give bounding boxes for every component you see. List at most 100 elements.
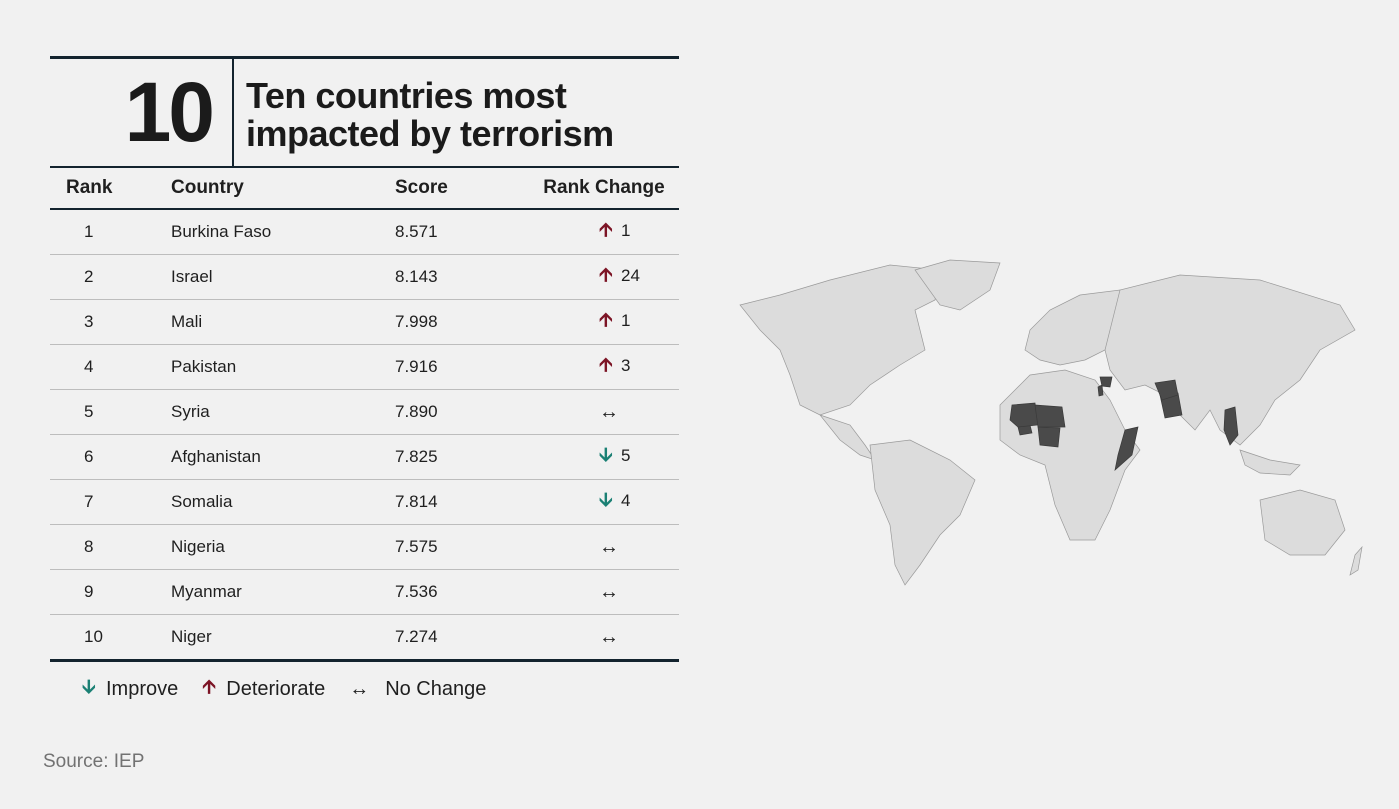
- arrow-up-icon: 🡩: [599, 355, 613, 376]
- column-header-country: Country: [171, 177, 244, 198]
- rank-cell: 6: [84, 447, 94, 466]
- figure-title: Ten countries most impacted by terrorism: [234, 59, 614, 166]
- score-cell: 7.916: [395, 357, 438, 376]
- table-row: 9 Myanmar 7.536 ↔: [50, 570, 679, 615]
- rank-cell: 4: [84, 357, 94, 376]
- source-note: Source: IEP: [43, 751, 145, 772]
- arrow-left-right-icon: ↔: [599, 580, 619, 603]
- rank-cell: 10: [84, 627, 103, 646]
- map-country-afghanistan: [1154, 379, 1179, 401]
- score-cell: 7.575: [395, 537, 438, 556]
- south-america-shape: [869, 439, 976, 586]
- title-line-2: impacted by terrorism: [246, 113, 614, 154]
- rank-cell: 1: [84, 222, 94, 241]
- country-cell: Niger: [171, 627, 212, 646]
- top-rule: [50, 56, 679, 59]
- score-cell: 7.825: [395, 447, 438, 466]
- legend-no-change: ↔ No Change: [349, 678, 486, 701]
- score-cell: 7.890: [395, 402, 438, 421]
- arrow-left-right-icon: ↔: [599, 625, 619, 648]
- score-cell: 8.143: [395, 267, 438, 286]
- legend: 🡫 Improve 🡩 Deteriorate ↔ No Change: [82, 673, 510, 705]
- map-country-mali: [1009, 402, 1039, 428]
- rank-change-cell: 🡩 3: [529, 345, 679, 390]
- arrow-left-right-icon: ↔: [599, 535, 619, 558]
- figure-header: 10 Ten countries most impacted by terror…: [50, 59, 679, 168]
- table-row: 7 Somalia 7.814 🡫 4: [50, 480, 679, 525]
- country-cell: Myanmar: [171, 582, 242, 601]
- rank-change-value: 1: [621, 311, 631, 330]
- map-country-myanmar: [1223, 406, 1239, 446]
- map-country-somalia: [1114, 426, 1139, 471]
- rank-cell: 5: [84, 402, 94, 421]
- country-cell: Mali: [171, 312, 203, 331]
- legend-deteriorate-label: Deteriorate: [226, 677, 326, 700]
- arrow-up-icon: 🡩: [202, 677, 216, 698]
- ranking-panel: 10 Ten countries most impacted by terror…: [50, 56, 679, 662]
- map-country-nigeria: [1037, 426, 1061, 448]
- country-cell: Burkina Faso: [171, 222, 272, 241]
- country-cell: Afghanistan: [171, 447, 261, 466]
- arrow-left-right-icon: ↔: [599, 400, 619, 423]
- rank-change-cell: ↔: [529, 525, 679, 570]
- australia-shape: [1259, 489, 1346, 556]
- rank-cell: 3: [84, 312, 94, 331]
- column-header-score: Score: [395, 177, 448, 198]
- table-row: 3 Mali 7.998 🡩 1: [50, 300, 679, 345]
- score-cell: 8.571: [395, 222, 438, 241]
- rank-change-cell: 🡫 4: [529, 480, 679, 525]
- country-cell: Somalia: [171, 492, 233, 511]
- arrow-down-icon: 🡫: [599, 490, 613, 511]
- rank-change-value: 4: [621, 491, 631, 510]
- ranking-table: Rank Country Score Rank Change 1 Burkina …: [50, 168, 679, 662]
- rank-change-cell: 🡫 5: [529, 435, 679, 480]
- rank-cell: 2: [84, 267, 94, 286]
- rank-change-value: 5: [621, 446, 631, 465]
- column-header-rank-change: Rank Change: [543, 177, 665, 198]
- arrow-up-icon: 🡩: [599, 310, 613, 331]
- rank-cell: 7: [84, 492, 94, 511]
- table-row: 6 Afghanistan 7.825 🡫 5: [50, 435, 679, 480]
- map-country-niger: [1034, 404, 1066, 428]
- title-line-1: Ten countries most: [246, 75, 567, 116]
- country-cell: Israel: [171, 267, 213, 286]
- score-cell: 7.274: [395, 627, 438, 646]
- table-header-row: Rank Country Score Rank Change: [50, 168, 679, 209]
- arrow-up-icon: 🡩: [599, 220, 613, 241]
- arrow-down-icon: 🡫: [599, 445, 613, 466]
- rank-change-cell: 🡩 24: [529, 255, 679, 300]
- asia-shape: [1104, 274, 1356, 446]
- table-row: 10 Niger 7.274 ↔: [50, 615, 679, 661]
- column-header-rank: Rank: [66, 177, 113, 198]
- rank-change-cell: 🡩 1: [529, 209, 679, 255]
- rank-change-cell: 🡩 1: [529, 300, 679, 345]
- greenland-shape: [914, 259, 1001, 311]
- country-cell: Nigeria: [171, 537, 225, 556]
- legend-deteriorate: 🡩 Deteriorate: [202, 673, 325, 705]
- arrow-down-icon: 🡫: [82, 677, 96, 698]
- rank-change-value: 24: [621, 266, 640, 285]
- legend-no-change-label: No Change: [385, 677, 487, 700]
- rank-change-value: 1: [621, 221, 631, 240]
- rank-change-value: 3: [621, 356, 631, 375]
- rank-change-cell: ↔: [529, 570, 679, 615]
- rank-change-cell: ↔: [529, 615, 679, 661]
- score-cell: 7.998: [395, 312, 438, 331]
- score-cell: 7.814: [395, 492, 438, 511]
- world-map: [739, 259, 1363, 586]
- map-country-syria: [1099, 376, 1113, 388]
- legend-improve: 🡫 Improve: [82, 673, 178, 705]
- rank-cell: 9: [84, 582, 94, 601]
- arrow-up-icon: 🡩: [599, 265, 613, 286]
- table-row: 8 Nigeria 7.575 ↔: [50, 525, 679, 570]
- new-zealand-shape: [1349, 545, 1363, 576]
- map-highlighted-countries: [1009, 376, 1239, 471]
- country-cell: Syria: [171, 402, 210, 421]
- rank-cell: 8: [84, 537, 94, 556]
- table-row: 5 Syria 7.890 ↔: [50, 390, 679, 435]
- table-row: 2 Israel 8.143 🡩 24: [50, 255, 679, 300]
- score-cell: 7.536: [395, 582, 438, 601]
- table-row: 4 Pakistan 7.916 🡩 3: [50, 345, 679, 390]
- arrow-left-right-icon: ↔: [349, 677, 370, 700]
- legend-improve-label: Improve: [106, 677, 179, 700]
